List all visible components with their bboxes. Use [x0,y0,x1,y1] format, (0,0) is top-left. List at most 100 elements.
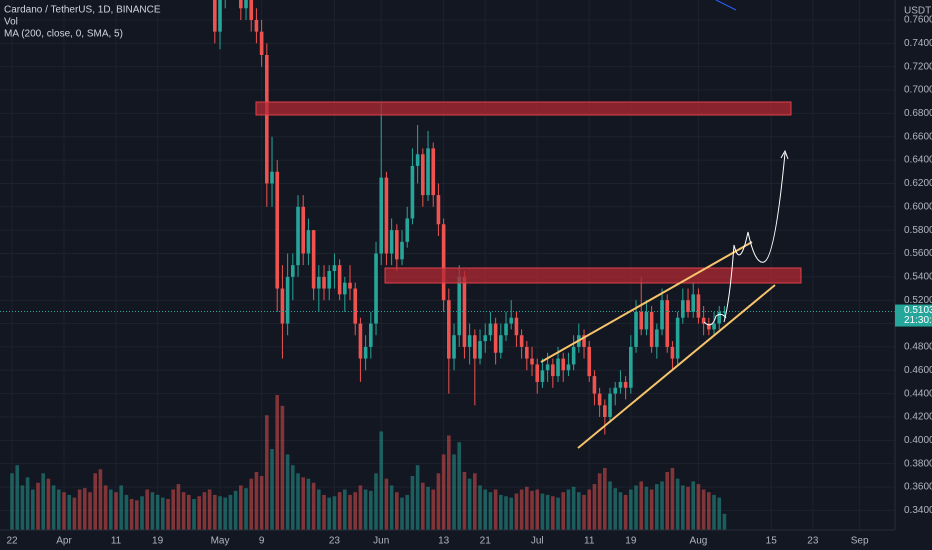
volume-bar [239,485,243,530]
volume-bar [317,489,321,530]
volume-bar [363,489,368,530]
candle-body [259,31,264,55]
y-tick-label: 0.7000 [904,85,932,96]
volume-bar [473,473,477,530]
volume-bar [135,500,139,530]
volume-bar [358,485,363,530]
candle-body [478,341,482,359]
volume-bar [717,497,722,530]
trend-line [715,0,737,11]
volume-bar [478,485,482,530]
candle-body [504,323,508,336]
volume-bar [213,494,217,530]
candle-body [426,148,430,196]
candle-body [618,381,623,388]
volume-bar [348,494,352,530]
x-tick-label: Aug [690,536,708,547]
volume-bar [166,498,170,530]
volume-bar [77,489,82,530]
volume-bar [83,488,87,530]
volume-bar [665,471,670,530]
candle-body [327,271,332,289]
volume-bar [421,482,425,530]
volume-bar [400,497,404,530]
candle-body [389,230,394,254]
candle-body [353,288,358,324]
volume-bar [119,485,124,530]
last-price-badge [895,304,932,327]
volume-bar [369,490,373,530]
volume-bar [176,484,181,530]
volume-bar [161,497,165,530]
volume-bar [72,497,77,530]
volume-bar [571,486,576,530]
volume-bar [545,494,550,530]
candle-body [363,346,368,359]
candle-body [488,323,493,336]
candle-body [431,148,436,196]
candle-body [530,358,534,365]
candle-body [275,171,280,289]
candle-body [665,300,670,347]
candle-body [447,300,451,359]
indicator-label: MA (200, close, 0, SMA, 5) [4,29,123,40]
x-tick-label: 15 [766,536,778,547]
projection-squiggle [703,313,727,326]
volume-bar [488,492,493,530]
y-tick-label: 0.6400 [904,155,932,166]
volume-bar [145,489,150,530]
volume-bar [62,492,66,530]
volume-bar [509,497,514,530]
candle-body [535,364,540,382]
candle-body [686,300,690,312]
volume-bar [634,485,638,530]
x-tick-label: 19 [625,536,637,547]
candle-body [603,405,607,417]
volume-bar [327,497,332,530]
volume-bar [452,454,456,530]
candle-body [332,265,337,272]
candle-body [395,230,399,260]
volume-layer [10,395,727,530]
candle-body [712,323,716,330]
volume-bar [436,473,441,530]
volume-bar [244,488,248,530]
volume-bar [228,494,233,530]
candle-body [509,317,514,324]
volume-bar [20,485,25,530]
candle-body [462,276,467,347]
candle-body [405,218,410,242]
candle-body [525,346,529,359]
volume-bar [311,482,316,530]
volume-bar [187,494,191,530]
volume-bar [556,497,560,530]
volume-bar [10,473,14,530]
x-tick-label: Jun [373,536,389,547]
y-tick-label: 0.3400 [904,505,932,516]
volume-bar [660,481,664,530]
y-tick-label: 0.5800 [904,225,932,236]
candle-body [681,300,685,318]
candle-body [317,276,321,289]
candle-body [337,265,342,295]
y-tick-label: 0.5600 [904,248,932,259]
volume-bar [691,481,696,530]
volume-bar [389,485,394,530]
indicator-label: Vol [4,17,18,28]
volume-bar [129,498,134,530]
volume-bar [696,484,701,530]
candle-body [649,311,654,347]
volume-bar [291,465,295,530]
volume-bar [254,471,259,530]
volume-bar [644,486,649,530]
candle-body [587,346,592,377]
volume-bar [171,489,176,530]
volume-bar [618,492,623,530]
y-tick-label: 0.4200 [904,412,932,423]
volume-bar [343,489,347,530]
x-tick-label: Apr [56,536,72,547]
candle-body [696,294,701,318]
candle-body [296,206,300,266]
x-tick-label: 19 [152,536,164,547]
volume-bar [551,496,555,530]
